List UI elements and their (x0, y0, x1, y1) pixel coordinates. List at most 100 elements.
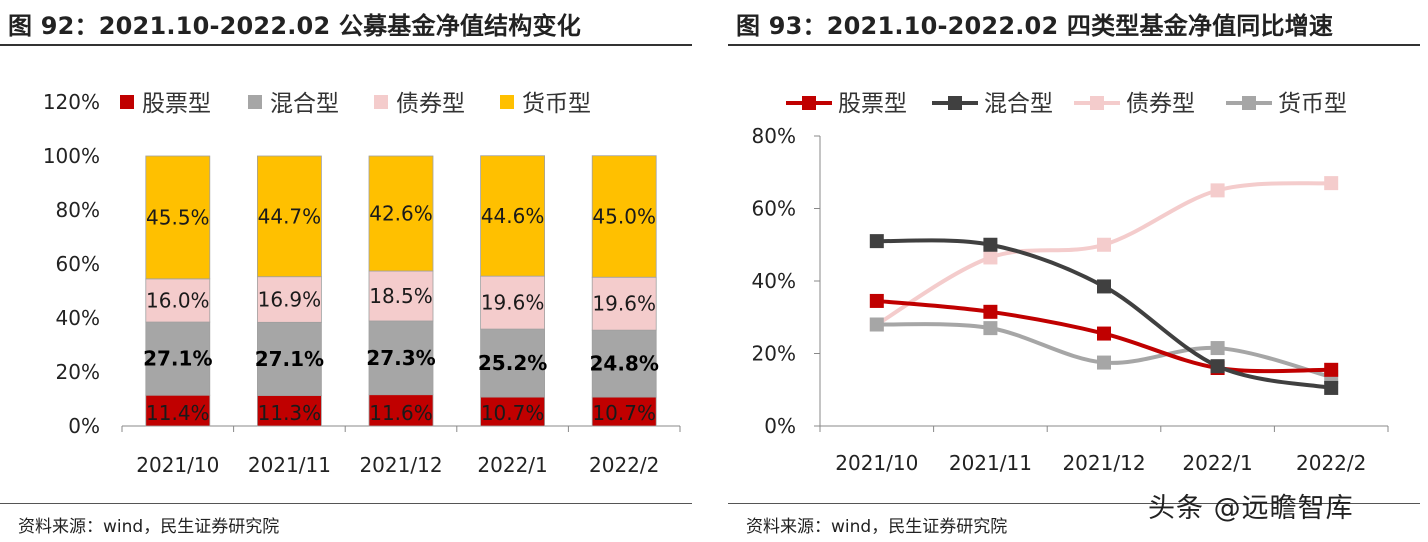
left-source-note: 资料来源：wind，民生证券研究院 (18, 517, 280, 537)
data-point-marker (1097, 237, 1111, 252)
bar-segment (145, 321, 211, 396)
data-label: 16.0% (146, 288, 210, 312)
y-tick-label: 20% (752, 342, 796, 366)
legend-label: 股票型 (142, 91, 211, 117)
bar-segment (368, 270, 434, 322)
right-title-rule (728, 44, 1420, 46)
bar-segment (368, 394, 434, 427)
right-chart-panel: 图 93：2021.10-2022.02 四类型基金净值同比增速 0% 20% 40… (728, 0, 1428, 542)
legend-marker (802, 96, 816, 110)
data-point-marker (983, 237, 998, 252)
legend-marker (1090, 96, 1104, 110)
data-point-marker (869, 234, 884, 249)
data-label: 11.4% (146, 401, 210, 425)
y-tick-label: 20% (56, 360, 100, 384)
legend-label: 债券型 (396, 91, 465, 117)
data-label: 44.6% (481, 204, 545, 228)
x-tick-label: 2021/10 (136, 453, 219, 477)
data-point-marker (1210, 359, 1225, 374)
data-point-marker (869, 293, 884, 308)
data-label: 11.6% (369, 401, 433, 425)
data-label: 19.6% (481, 291, 545, 315)
left-source-rule (0, 503, 692, 504)
legend-label: 股票型 (838, 91, 907, 117)
data-label: 45.0% (592, 204, 656, 228)
data-label: 16.9% (258, 288, 322, 312)
data-point-marker (983, 321, 998, 336)
y-tick-label: 120% (43, 90, 100, 114)
data-point-marker (1097, 326, 1111, 341)
data-label: 10.7% (481, 401, 545, 425)
bar-segment (256, 395, 322, 427)
bar-segment (145, 155, 211, 280)
bar-segment (480, 328, 546, 398)
left-chart-panel: 图 92：2021.10-2022.02 公募基金净值结构变化 0% 20% 40%… (0, 0, 700, 542)
x-tick-label: 2022/1 (477, 453, 547, 477)
legend-swatch (500, 95, 514, 109)
data-label: 18.5% (369, 284, 433, 308)
x-tick-label: 2021/11 (248, 453, 331, 477)
legend-label: 债券型 (1126, 91, 1195, 117)
y-tick-label: 0% (764, 414, 796, 438)
data-label: 27.1% (143, 347, 212, 371)
bar-segment (480, 396, 546, 427)
legend-swatch (120, 95, 134, 109)
bar-segment (591, 155, 657, 278)
series-line (875, 181, 1332, 327)
bar-segment (145, 394, 211, 427)
bar-segment (591, 329, 657, 398)
legend-swatch (374, 95, 388, 109)
data-label: 10.7% (592, 401, 656, 425)
y-tick-label: 80% (752, 124, 796, 148)
y-tick-label: 100% (43, 144, 100, 168)
y-tick-label: 40% (56, 306, 100, 330)
legend-swatch (248, 95, 262, 109)
watermark-text: 头条 @远瞻智库 (1148, 493, 1354, 524)
x-tick-label: 2021/12 (359, 453, 442, 477)
legend-label: 混合型 (984, 91, 1053, 117)
stacked-bar-chart: 0% 20% 40% 60% 80% 100% 120% 2021/10 2021/11 2021… (43, 90, 681, 477)
data-point-marker (983, 250, 998, 265)
data-label: 27.1% (255, 347, 324, 371)
data-point-marker (983, 304, 998, 319)
y-tick-label: 60% (56, 252, 100, 276)
data-label: 44.7% (258, 204, 322, 228)
right-source-note: 资料来源：wind，民生证券研究院 (746, 517, 1008, 537)
y-tick-label: 40% (752, 269, 796, 293)
y-tick-label: 0% (68, 414, 100, 438)
bar-segment (256, 321, 322, 396)
x-tick-label: 2021/12 (1062, 451, 1145, 475)
data-label: 24.8% (590, 352, 659, 376)
data-point-marker (1097, 355, 1111, 370)
legend-label: 货币型 (1278, 91, 1347, 117)
data-point-marker (1324, 380, 1339, 395)
legend-label: 混合型 (270, 91, 339, 117)
line-chart: 0% 20% 40% 60% 80% 2021/10 2021/11 2021/12 2022/… (752, 91, 1389, 475)
legend-marker (1242, 96, 1256, 110)
left-chart-title: 图 92：2021.10-2022.02 公募基金净值结构变化 (8, 12, 581, 40)
x-tick-label: 2021/11 (949, 451, 1032, 475)
data-point-marker (1210, 341, 1225, 356)
left-title-rule (0, 44, 692, 46)
data-label: 27.3% (366, 346, 435, 370)
data-point-marker (1210, 183, 1225, 198)
x-tick-label: 2022/1 (1182, 451, 1252, 475)
data-label: 45.5% (146, 205, 210, 229)
data-label: 42.6% (369, 202, 433, 226)
y-tick-label: 60% (752, 197, 796, 221)
data-point-marker (1324, 176, 1339, 191)
right-chart-title: 图 93：2021.10-2022.02 四类型基金净值同比增速 (736, 12, 1334, 40)
bar-segment (368, 320, 434, 396)
x-tick-label: 2022/2 (1296, 451, 1366, 475)
bar-segment (256, 276, 322, 323)
data-point-marker (1324, 362, 1339, 377)
data-point-marker (869, 317, 884, 332)
x-tick-label: 2022/2 (589, 453, 659, 477)
data-label: 19.6% (592, 292, 656, 316)
data-label: 25.2% (478, 351, 547, 375)
legend-marker (948, 96, 962, 110)
bar-segment (480, 275, 546, 330)
bar-segment (480, 155, 546, 277)
right-source-rule (728, 503, 1420, 504)
data-label: 11.3% (258, 401, 322, 425)
